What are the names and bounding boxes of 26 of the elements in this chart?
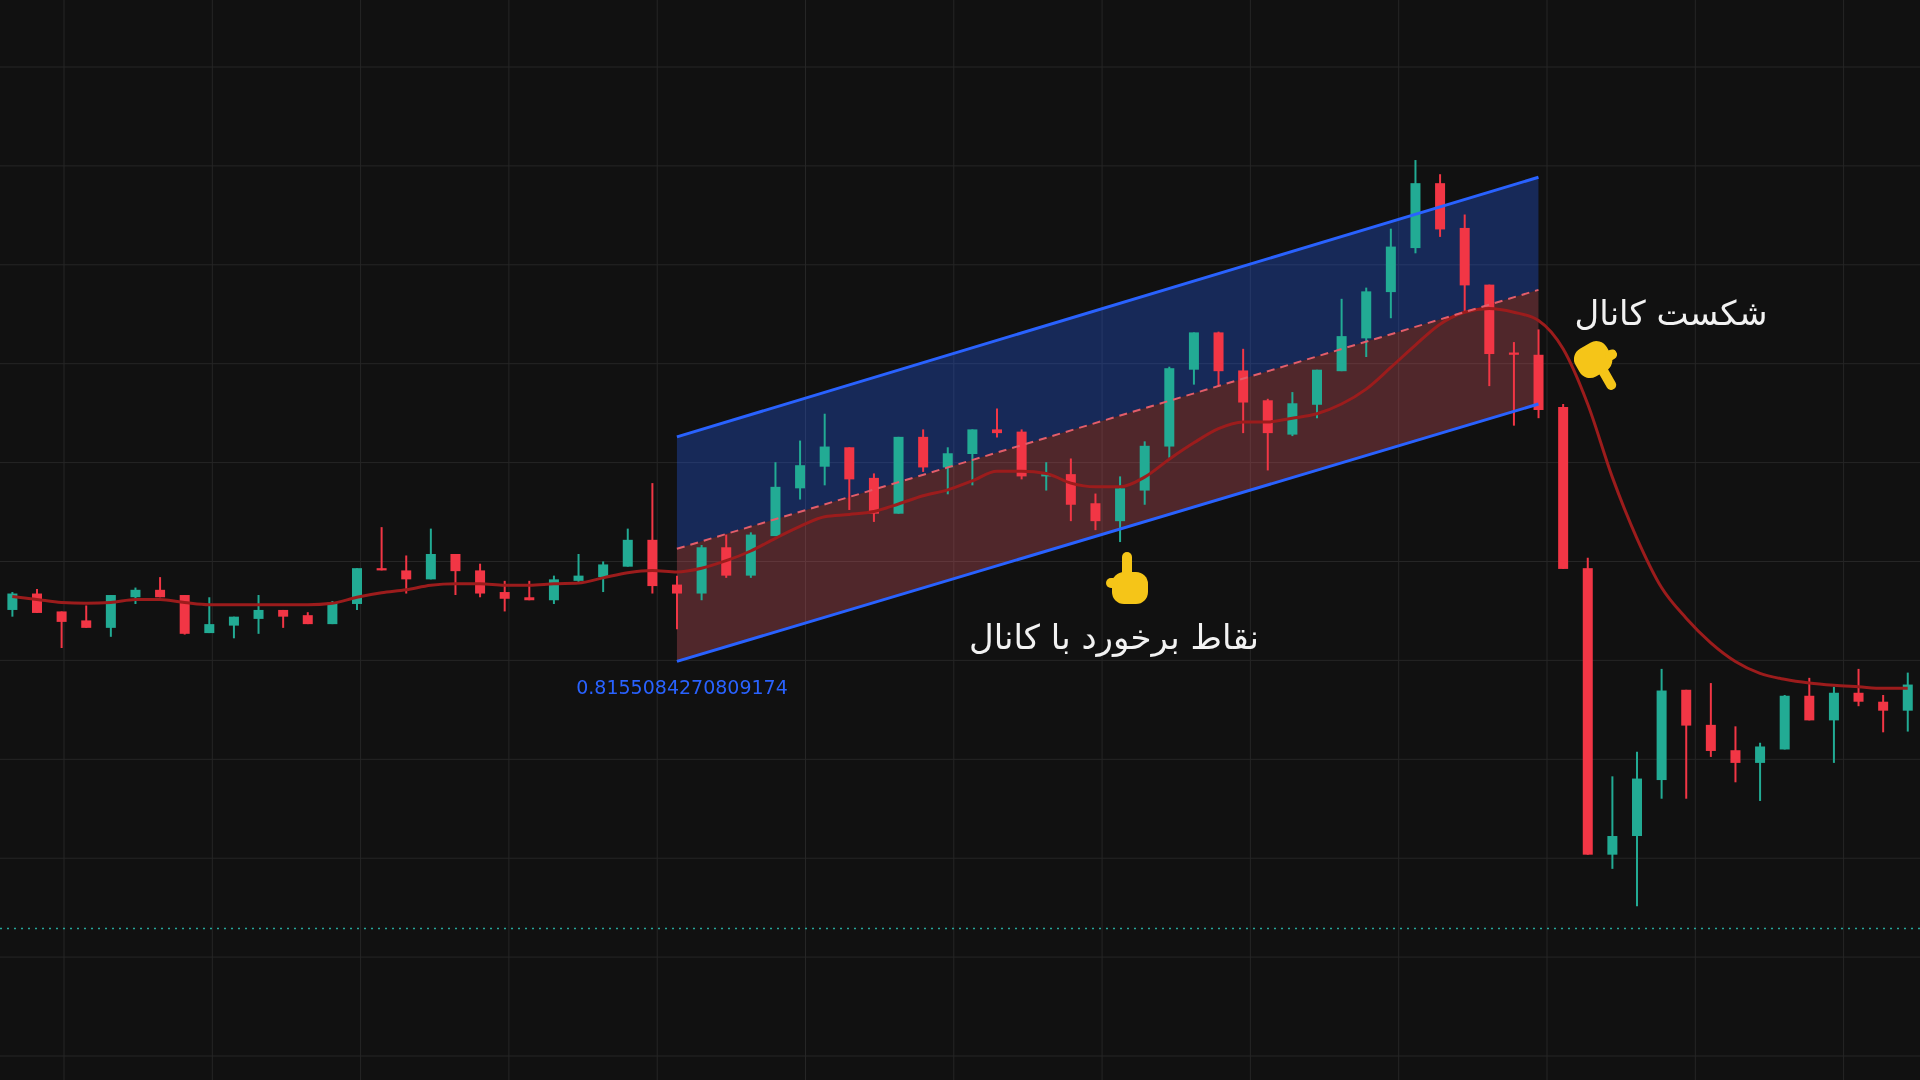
- candlestick: [795, 439, 806, 501]
- candlestick: [992, 407, 1002, 439]
- candlestick: [450, 552, 461, 597]
- candlestick: [1878, 694, 1889, 734]
- candlestick: [672, 574, 682, 631]
- candlestick: [81, 604, 92, 629]
- candlestick: [1508, 341, 1519, 427]
- annotation: نقاط برخورد با کانال: [968, 617, 1260, 657]
- candlestick: [204, 596, 215, 635]
- candlestick: [819, 412, 830, 487]
- candlestick: [1853, 667, 1864, 708]
- annotation: 0.8155084270809174: [576, 676, 788, 698]
- candlestick: [942, 446, 953, 496]
- candlestick: [499, 579, 510, 613]
- annotation: شکست کانال: [1574, 293, 1768, 333]
- candlestick: [1607, 775, 1618, 870]
- candlestick: [1755, 741, 1766, 802]
- candlestick: [376, 526, 387, 572]
- candlestick: [598, 560, 609, 594]
- candlestick: [475, 562, 486, 599]
- candlestick: [1090, 492, 1101, 532]
- candlestick: [1730, 725, 1741, 784]
- candlestick: [401, 554, 412, 595]
- candlestick: [253, 594, 264, 635]
- candlestick: [573, 552, 584, 584]
- candlestick: [56, 610, 67, 649]
